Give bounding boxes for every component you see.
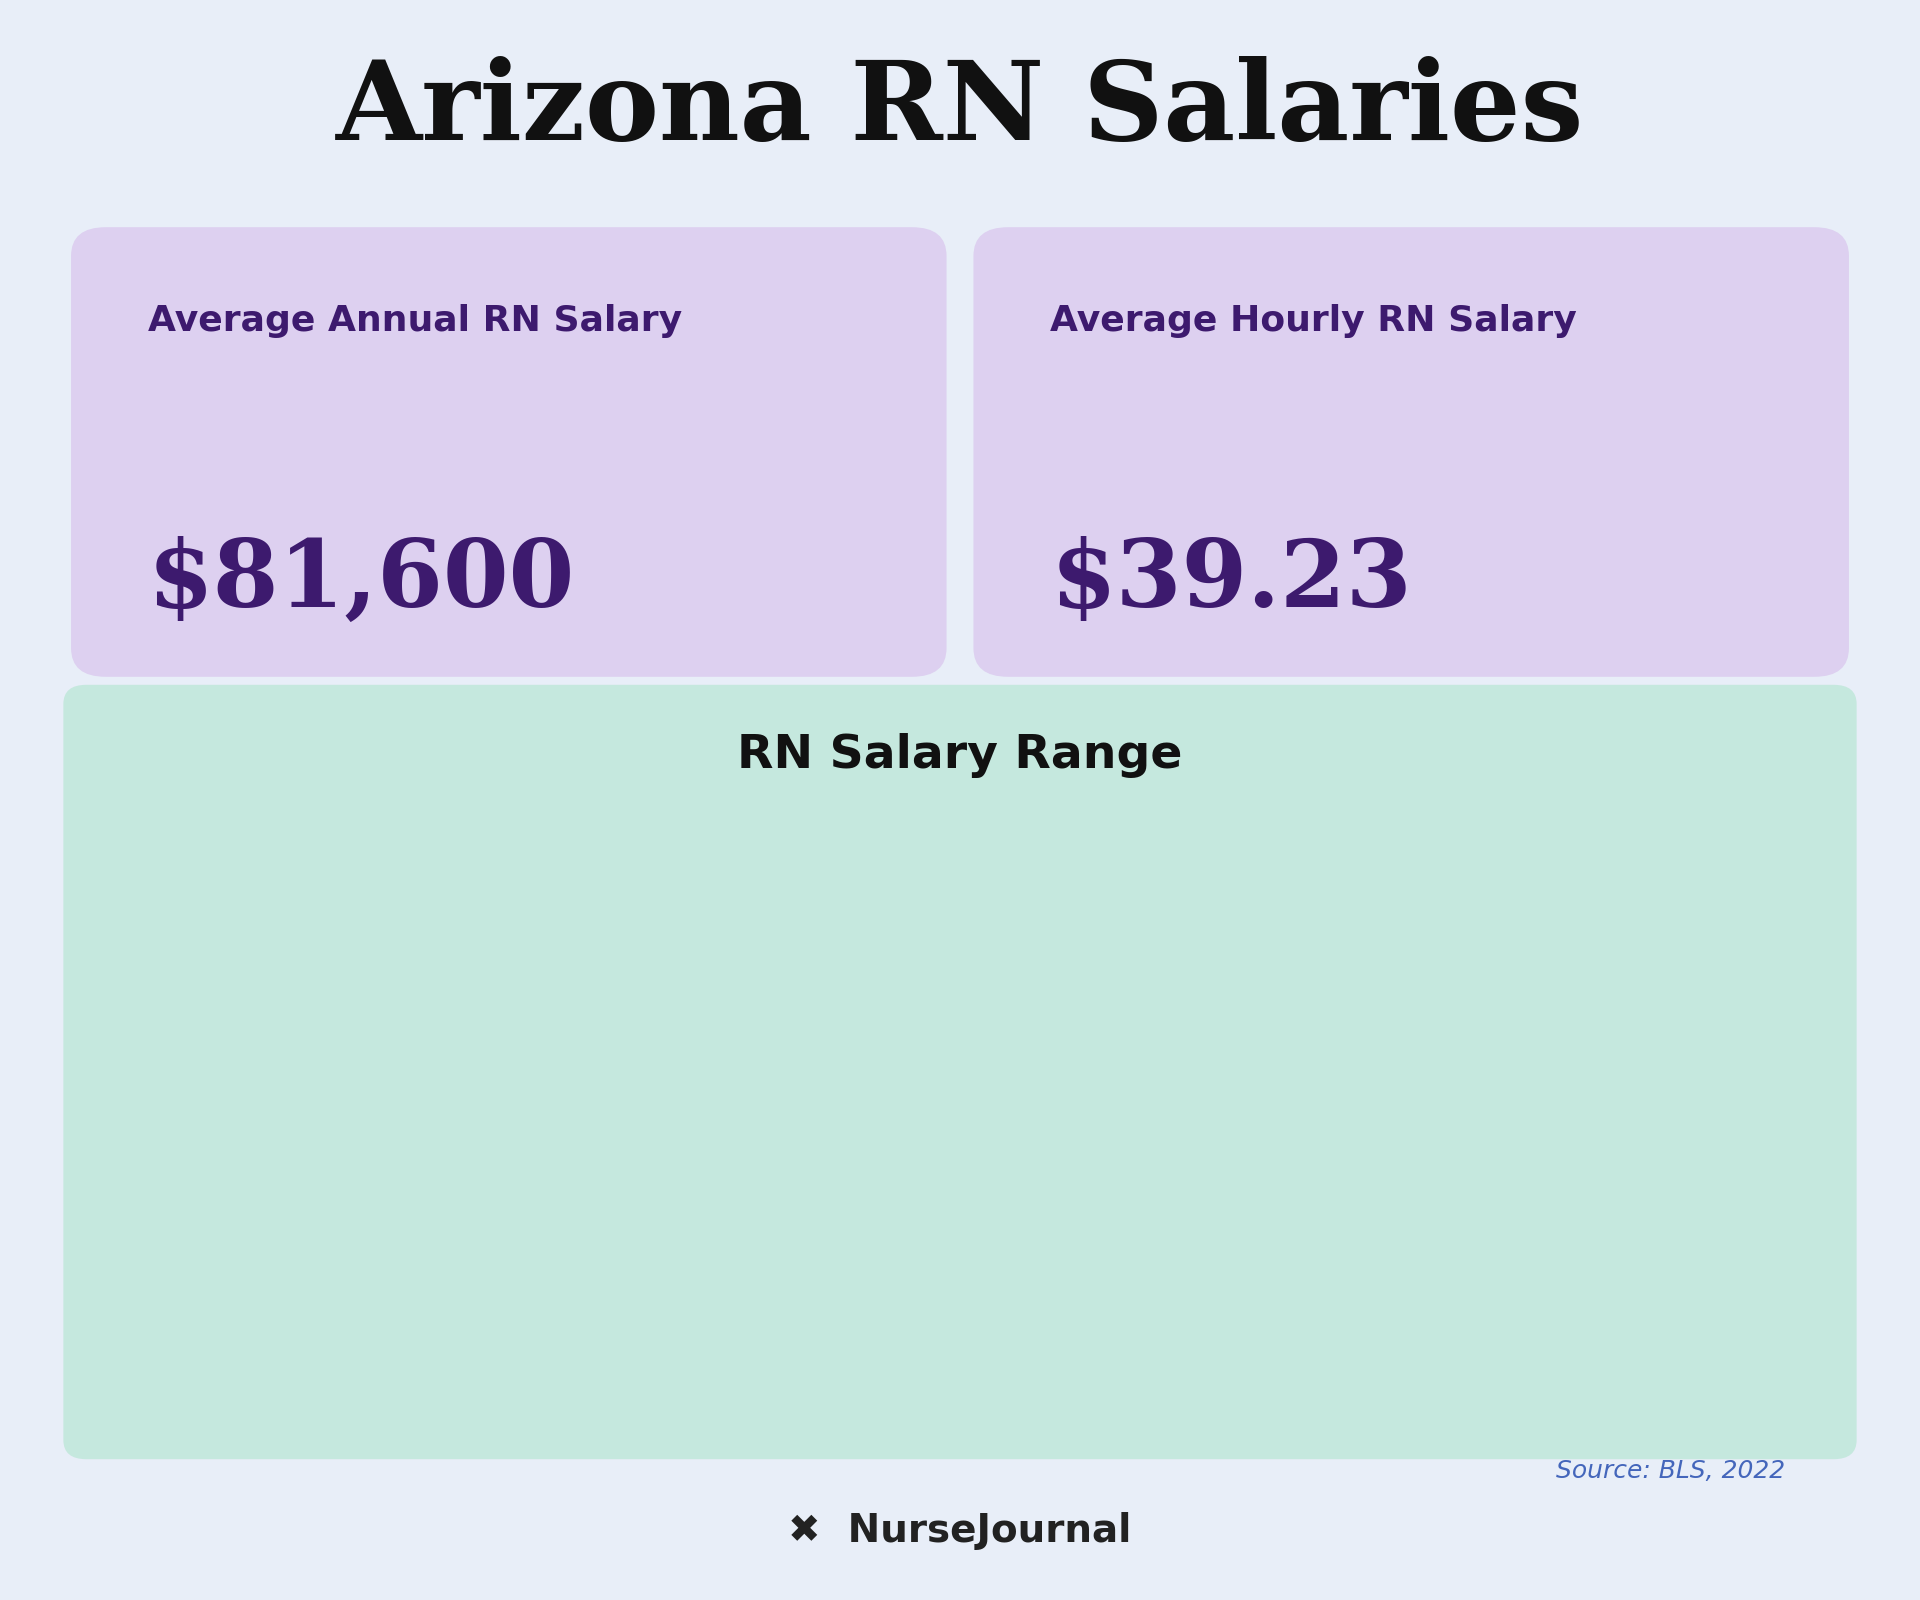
Text: Source: BLS, 2022: Source: BLS, 2022 [1557,1459,1786,1483]
Text: ✖  NurseJournal: ✖ NurseJournal [789,1512,1131,1550]
Bar [939,992,1106,1304]
Bar [1546,1242,1713,1304]
Legend: Percentage of RNs: Percentage of RNs [929,802,1116,827]
Text: $81,600: $81,600 [148,536,576,626]
Bar [1242,1147,1409,1304]
Bar [636,1147,803,1304]
Text: RN Salary Range: RN Salary Range [737,733,1183,778]
Text: $39.23: $39.23 [1050,536,1411,626]
Text: Average Hourly RN Salary: Average Hourly RN Salary [1050,304,1576,338]
Text: Average Annual RN Salary: Average Annual RN Salary [148,304,682,338]
Bar [332,1242,499,1304]
Text: Arizona RN Salaries: Arizona RN Salaries [336,56,1584,163]
